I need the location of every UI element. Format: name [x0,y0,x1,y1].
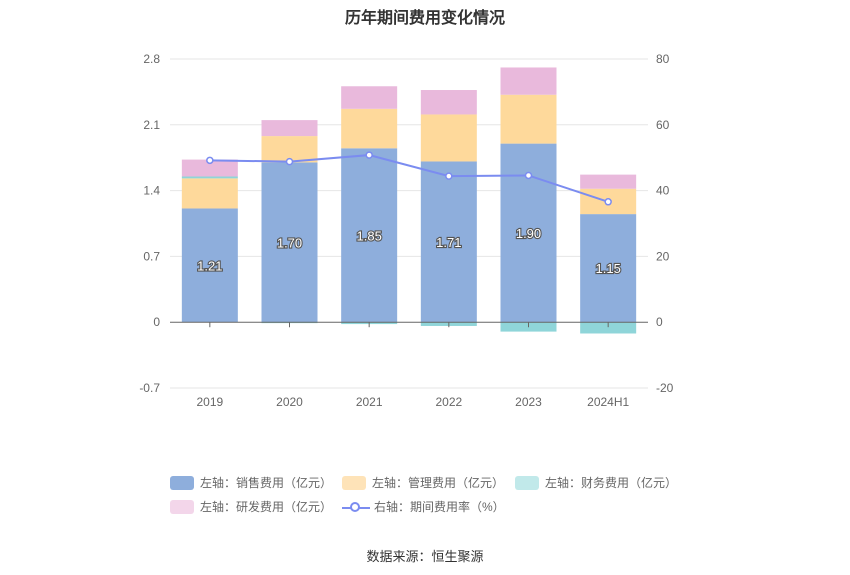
rate-point [365,151,373,159]
bar-sales-2022 [420,161,477,323]
legend-item-finance[interactable]: 左轴：财务费用（亿元） [515,474,677,491]
legend-label: 左轴：销售费用（亿元） [200,476,333,490]
x-tick-label: 2022 [435,395,462,409]
bar-rd-2020 [261,120,318,137]
x-tick-label: 2024H1 [587,395,629,409]
data-source: 数据来源：恒生聚源 [366,549,484,564]
x-tick-label: 2021 [356,395,383,409]
legend-label: 左轴：管理费用（亿元） [372,476,505,490]
bar-sales-2019 [181,208,238,323]
bar-value-label: 1.90 [516,226,541,241]
rate-point [604,198,612,206]
legend-line-swatch [342,500,370,514]
right-tick-label: 0 [656,315,663,329]
chart-title: 历年期间费用变化情况 [344,10,505,27]
rate-point [206,156,214,165]
rate-point [445,172,453,180]
bar-finance-2019 [181,176,238,179]
right-tick-label: 40 [656,184,670,198]
legend-item-admin[interactable]: 左轴：管理费用（亿元） [342,474,504,491]
left-tick-label: 1.4 [143,184,160,198]
legend-swatch [515,475,539,490]
legend-item-rd[interactable]: 左轴：研发费用（亿元） [170,498,332,515]
bar-value-label: 1.71 [436,235,461,250]
legend-label: 右轴：期间费用率（%） [374,500,505,514]
x-tick-label: 2019 [196,395,223,409]
left-tick-label: -0.7 [139,381,160,395]
right-tick-label: 60 [656,118,670,132]
bar-value-label: 1.70 [277,235,302,250]
legend-item-rate[interactable]: 右轴：期间费用率（%） [342,498,505,515]
legend-item-sales[interactable]: 左轴：销售费用（亿元） [170,474,332,491]
rate-point [285,157,294,166]
rate-line-path [209,154,609,203]
bar-admin-2019 [181,178,238,209]
left-tick-label: 2.1 [143,118,160,132]
bar-admin-2021 [341,108,398,149]
bar-rd-2019 [181,159,238,177]
bar-admin-2023 [500,94,557,144]
chart: 2.8 2.1 1.4 0.7 0 -0.7 80 60 40 20 0 -20 2019 2020 202… [139,52,673,409]
data-labels: 1.21 1.70 1.85 1.71 1.90 1.15 [196,225,622,277]
bars [181,67,637,334]
legend-label: 左轴：研发费用（亿元） [200,500,333,514]
left-tick-label: 0 [153,315,160,329]
left-tick-label: 0.7 [143,249,160,263]
legend-swatch [170,499,194,514]
bar-value-label: 1.21 [197,258,222,273]
bar-sales-2020 [261,162,318,323]
rate-point [524,171,533,180]
bar-admin-2022 [420,114,477,162]
left-tick-label: 2.8 [143,52,160,66]
legend-label: 左轴：财务费用（亿元） [545,476,678,490]
bar-rd-2021 [341,86,398,109]
bar-value-label: 1.85 [357,228,382,243]
right-tick-label: -20 [656,381,674,395]
x-tick-label: 2023 [515,395,542,409]
bar-rd-2023 [500,67,557,95]
bar-value-label: 1.15 [596,261,621,276]
rate-line [206,151,612,206]
bar-rd-2024H1 [580,174,637,189]
bar-rd-2022 [420,90,477,115]
right-tick-label: 80 [656,52,670,66]
legend-swatch [170,475,194,490]
axes: 2.8 2.1 1.4 0.7 0 -0.7 80 60 40 20 0 -20 2019 2020 202… [139,52,673,409]
right-tick-label: 20 [656,249,670,263]
legend-swatch [342,475,366,490]
grid-lines [170,58,648,389]
bar-sales-2021 [341,148,398,323]
x-tick-label: 2020 [276,395,303,409]
bar-finance-2024H1 [580,322,637,334]
bar-sales-2024H1 [580,214,637,323]
